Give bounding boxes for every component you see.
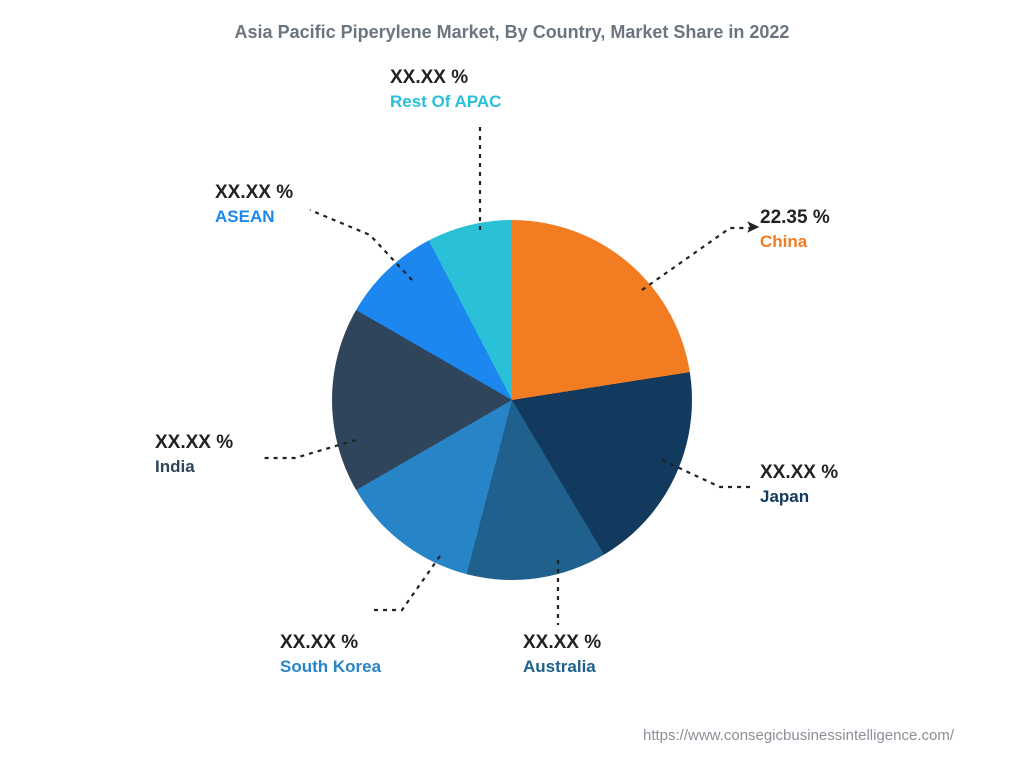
slice-percent: XX.XX %	[155, 430, 233, 456]
slice-percent: XX.XX %	[280, 630, 381, 656]
slice-name: China	[760, 231, 830, 254]
slice-label: XX.XX %Japan	[760, 460, 838, 509]
slice-percent: XX.XX %	[760, 460, 838, 486]
slice-percent: XX.XX %	[523, 630, 601, 656]
arrowhead-icon: ➤	[746, 217, 759, 237]
leader-line	[662, 460, 752, 487]
slice-label: XX.XX %South Korea	[280, 630, 381, 679]
slice-label: 22.35 %China	[760, 205, 830, 254]
slice-label: XX.XX %ASEAN	[215, 180, 293, 229]
slice-label: XX.XX %Australia	[523, 630, 601, 679]
leader-line	[642, 228, 752, 290]
slice-name: India	[155, 456, 233, 479]
slice-name: South Korea	[280, 656, 381, 679]
slice-percent: XX.XX %	[390, 65, 501, 91]
leader-lines	[0, 0, 1024, 768]
slice-name: Japan	[760, 486, 838, 509]
leader-line	[310, 210, 412, 280]
source-url: https://www.consegicbusinessintelligence…	[643, 727, 954, 744]
leader-line	[260, 440, 356, 458]
leader-line	[370, 556, 440, 610]
slice-name: Australia	[523, 656, 601, 679]
slice-name: Rest Of APAC	[390, 91, 501, 114]
slice-percent: 22.35 %	[760, 205, 830, 231]
slice-percent: XX.XX %	[215, 180, 293, 206]
slice-name: ASEAN	[215, 206, 293, 229]
slice-label: XX.XX %Rest Of APAC	[390, 65, 501, 114]
slice-label: XX.XX %India	[155, 430, 233, 479]
